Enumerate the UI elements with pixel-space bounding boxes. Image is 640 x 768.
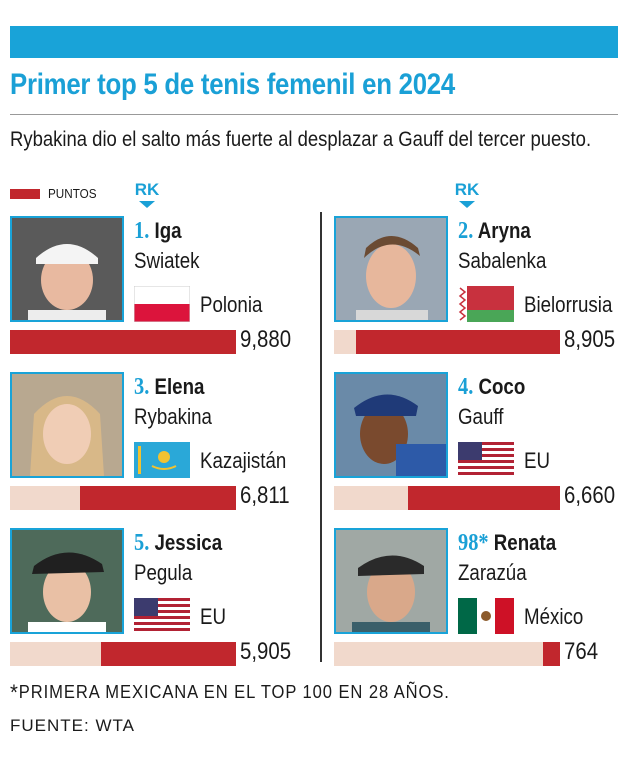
player-country: EU — [524, 448, 550, 473]
player-photo — [10, 216, 124, 322]
source-note: FUENTE: WTA — [10, 716, 135, 735]
player-name-first: 2. Aryna — [458, 218, 531, 244]
points-bar — [543, 642, 560, 666]
player-portrait-icon — [336, 374, 446, 476]
bar-track — [334, 486, 560, 510]
player-card: 1. Iga Swiatek Polonia 9,880 — [10, 216, 310, 356]
player-name-last: Rybakina — [134, 404, 212, 429]
rk-label-left: RK — [132, 180, 162, 208]
legend-label: PUNTOS — [48, 186, 97, 201]
column-divider — [320, 212, 322, 662]
player-name-last: Sabalenka — [458, 248, 547, 273]
belarus-flag-icon — [458, 286, 514, 322]
points-bar — [10, 330, 236, 354]
player-photo — [334, 372, 448, 478]
points-bar — [101, 642, 236, 666]
points-value: 9,880 — [240, 326, 292, 353]
bar-track — [10, 486, 236, 510]
points-bar — [80, 486, 236, 510]
legend: PUNTOS — [10, 186, 102, 201]
points-bar — [356, 330, 560, 354]
points-value: 5,905 — [240, 638, 292, 665]
player-name-last: Swiatek — [134, 248, 200, 273]
player-card: 3. Elena Rybakina Kazajistán 6,811 — [10, 372, 310, 512]
points-bar — [408, 486, 560, 510]
player-name-last: Pegula — [134, 560, 193, 585]
poland-flag-icon — [134, 286, 190, 322]
player-name-first: 1. Iga — [134, 218, 182, 244]
points-value: 6,811 — [240, 482, 290, 509]
player-portrait-icon — [12, 374, 122, 476]
mexico-flag-icon — [458, 598, 514, 634]
player-name-last: Gauff — [458, 404, 504, 429]
kazakhstan-flag-icon — [134, 442, 190, 478]
rk-arrow-icon — [459, 201, 475, 208]
bar-track — [334, 642, 560, 666]
player-photo — [334, 216, 448, 322]
player-photo — [10, 372, 124, 478]
player-name-first: 3. Elena — [134, 374, 205, 400]
player-card: 98* Renata Zarazúa México 764 — [334, 528, 634, 668]
player-portrait-icon — [336, 530, 446, 632]
header-bar — [10, 26, 618, 58]
player-name-first: 98* Renata — [458, 530, 557, 556]
legend-swatch — [10, 188, 40, 199]
player-card: 5. Jessica Pegula EU 5,905 — [10, 528, 310, 668]
player-country: Bielorrusia — [524, 292, 613, 317]
player-card: 2. Aryna Sabalenka Bielorrusia 8,905 — [334, 216, 634, 356]
points-value: 764 — [564, 638, 599, 665]
player-name-last: Zarazúa — [458, 560, 527, 585]
player-photo — [10, 528, 124, 634]
player-country: Polonia — [200, 292, 263, 317]
rk-arrow-icon — [139, 201, 155, 208]
footnote: *PRIMERA MEXICANA EN EL TOP 100 EN 28 AÑ… — [10, 680, 450, 705]
bar-track — [334, 330, 560, 354]
title-rule — [10, 114, 618, 115]
usa-flag-icon — [458, 442, 514, 478]
chart-title: Primer top 5 de tenis femenil en 2024 — [10, 68, 455, 101]
player-name-first: 5. Jessica — [134, 530, 223, 556]
player-portrait-icon — [336, 218, 446, 320]
player-photo — [334, 528, 448, 634]
player-portrait-icon — [12, 530, 122, 632]
points-value: 8,905 — [564, 326, 616, 353]
chart-subtitle: Rybakina dio el salto más fuerte al desp… — [10, 128, 592, 151]
player-portrait-icon — [12, 218, 122, 320]
player-card: 4. Coco Gauff EU 6,660 — [334, 372, 634, 512]
player-name-first: 4. Coco — [458, 374, 526, 400]
player-country: EU — [200, 604, 226, 629]
player-country: México — [524, 604, 584, 629]
bar-track — [10, 330, 236, 354]
points-value: 6,660 — [564, 482, 616, 509]
bar-track — [10, 642, 236, 666]
usa-flag-icon — [134, 598, 190, 634]
rk-label-right: RK — [452, 180, 482, 208]
player-country: Kazajistán — [200, 448, 287, 473]
